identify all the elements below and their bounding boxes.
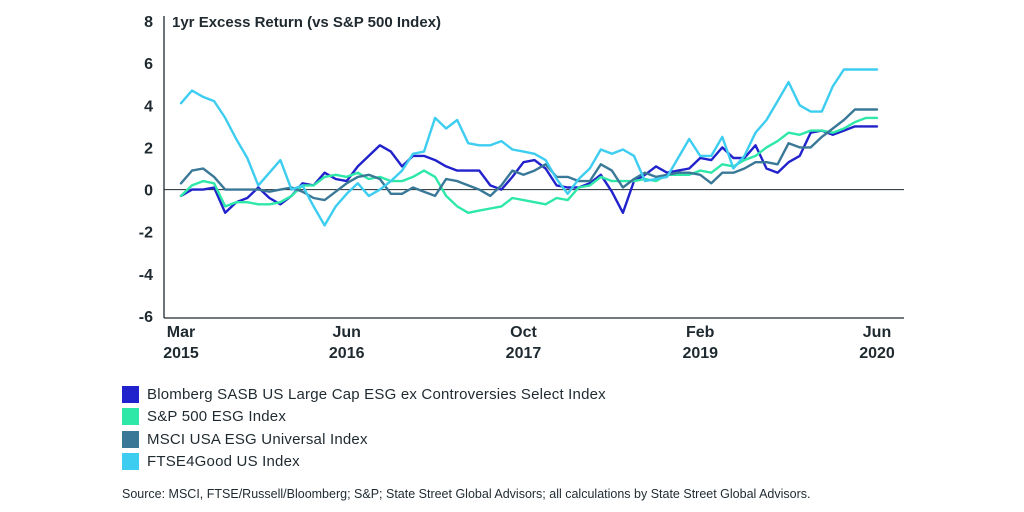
series-line-3: [179, 108, 879, 202]
y-tick-label: 0: [144, 183, 153, 200]
x-tick-month: Jun: [863, 324, 891, 341]
legend-swatch: [122, 408, 139, 426]
x-tick-month: Oct: [510, 324, 537, 341]
x-tick-year: 2019: [682, 345, 718, 362]
source-note: Source: MSCI, FTSE/Russell/Bloomberg; S&…: [122, 487, 811, 501]
legend-label: S&P 500 ESG Index: [147, 408, 287, 426]
legend-item: MSCI USA ESG Universal Index: [122, 428, 606, 451]
x-tick-year: 2020: [859, 345, 895, 362]
y-tick-label: 6: [144, 56, 153, 73]
legend-swatch: [122, 453, 139, 471]
legend-item: S&P 500 ESG Index: [122, 406, 606, 429]
x-tick-year: 2016: [329, 345, 365, 362]
y-tick-label: 8: [144, 14, 153, 31]
series-lines: [179, 68, 879, 227]
line-chart: 1yr Excess Return (vs S&P 500 Index) -6-…: [139, 14, 904, 362]
legend-label: FTSE4Good US Index: [147, 453, 300, 471]
legend-swatch: [122, 385, 139, 403]
legend-label: MSCI USA ESG Universal Index: [147, 430, 368, 448]
legend-item: Blomberg SASB US Large Cap ESG ex Contro…: [122, 383, 606, 406]
x-tick-year: 2015: [163, 345, 199, 362]
chart-title: 1yr Excess Return (vs S&P 500 Index): [172, 14, 441, 31]
legend-item: FTSE4Good US Index: [122, 451, 606, 474]
x-tick-month: Feb: [686, 324, 715, 341]
y-tick-label: -2: [139, 225, 153, 242]
series-line-4: [179, 68, 879, 227]
x-tick-year: 2017: [506, 345, 542, 362]
x-tick-month: Mar: [167, 324, 195, 341]
legend: Blomberg SASB US Large Cap ESG ex Contro…: [122, 383, 606, 473]
legend-label: Blomberg SASB US Large Cap ESG ex Contro…: [147, 385, 606, 403]
y-tick-label: 4: [144, 98, 153, 115]
y-tick-label: -4: [139, 267, 153, 284]
series-line-2: [179, 116, 879, 215]
legend-swatch: [122, 430, 139, 448]
x-tick-month: Jun: [332, 324, 360, 341]
y-tick-label: -6: [139, 309, 153, 326]
axes: -6 -4 -2 0 2 4 6 8 Mar 2015 Jun 2016 Oct 2017 Feb 2019 J…: [139, 14, 904, 362]
y-tick-label: 2: [144, 140, 153, 157]
